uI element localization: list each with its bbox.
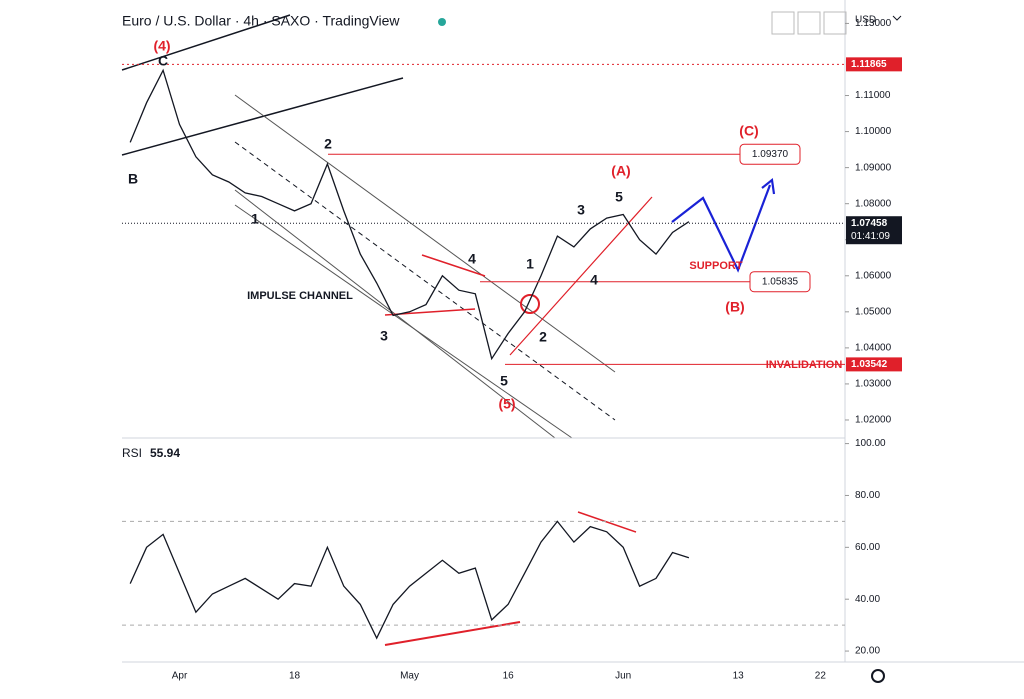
- level-label: 1.03542: [851, 359, 888, 370]
- x-tick-label: 18: [289, 671, 301, 682]
- level-axis-box: [846, 57, 902, 72]
- x-tick-label: May: [400, 671, 419, 682]
- y-tick-label: 1.05000: [855, 306, 892, 317]
- level-label: 1.05835: [762, 276, 799, 287]
- level-box: [749, 271, 811, 293]
- rsi-title: RSI: [122, 446, 142, 460]
- projection-arrow: [761, 177, 776, 195]
- wave-label: 3: [380, 328, 388, 344]
- wave-label: C: [158, 53, 168, 69]
- x-tick-label: 16: [503, 671, 515, 682]
- wave-label: 4: [590, 272, 598, 288]
- toolbar-button[interactable]: [823, 11, 847, 35]
- wave-label: IMPULSE CHANNEL: [247, 290, 353, 302]
- wave-label: 1: [526, 256, 534, 272]
- y-tick-label: 1.04000: [855, 343, 892, 354]
- wave-label: (A): [611, 163, 630, 179]
- y-tick-label: 80.00: [855, 490, 880, 501]
- y-tick-label: 100.00: [855, 438, 886, 449]
- level-label: 1.09370: [752, 149, 789, 160]
- y-tick-label: 40.00: [855, 594, 880, 605]
- y-tick-label: 1.10000: [855, 126, 892, 137]
- wave-label: (C): [739, 123, 758, 139]
- wave-label: INVALIDATION: [766, 359, 843, 371]
- trendline: [121, 14, 291, 71]
- trendline: [509, 196, 653, 356]
- wave-label: 2: [324, 136, 332, 152]
- wave-label: 5: [615, 189, 623, 205]
- series-line: [129, 520, 690, 640]
- wave-label: 2: [539, 329, 547, 345]
- x-tick-label: Jun: [615, 671, 631, 682]
- trendline: [421, 254, 486, 277]
- rsi-value: 55.94: [150, 446, 180, 460]
- trendline: [121, 77, 404, 156]
- x-tick-label: 22: [815, 671, 827, 682]
- level-label: 1.07458: [851, 218, 888, 229]
- wave-label: (5): [498, 396, 515, 412]
- wave-label: 3: [577, 202, 585, 218]
- level-axis-box: [846, 216, 902, 245]
- x-tick-label: Apr: [172, 671, 188, 682]
- trendline: [384, 621, 521, 646]
- level-box: [739, 143, 801, 165]
- level-axis-box: [846, 357, 902, 372]
- wave-label: (B): [725, 299, 744, 315]
- wave-label: 1: [251, 211, 259, 227]
- y-tick-label: 1.08000: [855, 198, 892, 209]
- series-line: [129, 68, 690, 361]
- toolbar-button[interactable]: [771, 11, 795, 35]
- level-sublabel: 01:41:09: [851, 231, 890, 242]
- projection-path: [671, 184, 772, 273]
- chart-title: Euro / U.S. Dollar · 4h · SAXO · Trading…: [122, 13, 400, 29]
- y-tick-label: 1.11000: [855, 90, 891, 101]
- channel-line: [234, 204, 573, 439]
- y-tick-label: 1.03000: [855, 379, 892, 390]
- wave-label: (4): [153, 38, 170, 54]
- wave-label: SUPPORT: [689, 260, 742, 272]
- y-tick-label: 1.09000: [855, 162, 892, 173]
- wave-label: 4: [468, 251, 476, 267]
- toolbar-button[interactable]: [797, 11, 821, 35]
- y-tick-label: 1.06000: [855, 270, 892, 281]
- wave-label: 5: [500, 373, 508, 389]
- status-dot: [438, 18, 446, 26]
- channel-line: [234, 94, 616, 373]
- marker-circle: [520, 294, 540, 314]
- y-tick-label: 1.02000: [855, 415, 892, 426]
- y-tick-label: 20.00: [855, 646, 880, 657]
- currency-dropdown[interactable]: [892, 15, 902, 21]
- channel-line: [234, 141, 616, 421]
- x-tick-label: 13: [733, 671, 745, 682]
- level-label: 1.11865: [851, 59, 887, 70]
- settings-button[interactable]: [871, 669, 885, 683]
- drawings: [121, 14, 776, 646]
- currency-label: USD: [855, 15, 876, 26]
- wave-label: B: [128, 171, 138, 187]
- trendline: [577, 511, 637, 533]
- y-tick-label: 1.13000: [855, 18, 892, 29]
- y-tick-label: 60.00: [855, 542, 880, 553]
